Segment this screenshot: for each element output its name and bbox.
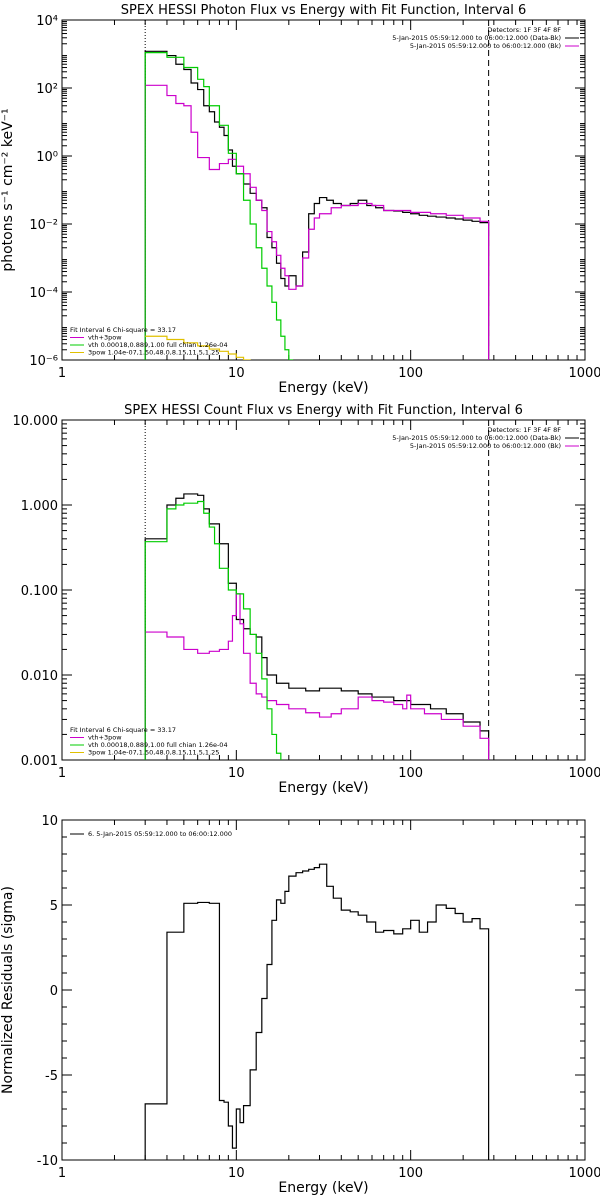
y-tick-label: 0.001 <box>21 754 58 769</box>
x-tick-label: 1000 <box>568 366 600 381</box>
plot-frame <box>61 19 586 361</box>
plot-frame <box>61 819 586 1161</box>
legend-left-text: vth 0.00018,0.889,1.00 full chian 1.26e-… <box>88 341 228 349</box>
x-tick-label: 1 <box>58 766 66 781</box>
y-tick-label: 0 <box>50 984 58 999</box>
x-tick-label: 10 <box>228 1166 245 1181</box>
chart-title: SPEX HESSI Photon Flux vs Energy with Fi… <box>121 3 527 18</box>
legend-right-text: 5-Jan-2015 05:59:12.000 to 06:00:12.000 … <box>392 34 561 42</box>
legend-left-text: Fit Interval 6 Chi-square = 33.17 <box>70 326 176 334</box>
chart-title: SPEX HESSI Count Flux vs Energy with Fit… <box>124 403 523 418</box>
legend-left-text: 6. 5-Jan-2015 05:59:12.000 to 06:00:12.0… <box>88 830 232 838</box>
series-group <box>144 863 490 1160</box>
series-line-bk <box>144 84 490 360</box>
panel-3: 1 10 100 1000 Energy (keV) -10 -5 0 5 10 Normalize… <box>0 814 600 1196</box>
legend-right-text: Detectors: 1F 3F 4F 8F <box>487 26 561 34</box>
y-tick-label: 0.010 <box>21 669 58 684</box>
panel-2: SPEX HESSI Count Flux vs Energy with Fit… <box>13 403 600 796</box>
series-line-data-bk <box>144 50 490 360</box>
series-line-data-bk <box>144 493 490 760</box>
series-line-bk <box>144 593 490 760</box>
series-line-vth <box>144 500 282 760</box>
x-axis-label: Energy (keV) <box>278 780 368 796</box>
legend-right-text: 5-Jan-2015 05:59:12.000 to 06:00:12.000 … <box>410 42 561 50</box>
x-axis-label: Energy (keV) <box>278 1180 368 1196</box>
legend-left-text: Fit Interval 6 Chi-square = 33.17 <box>70 726 176 734</box>
y-tick-label: 10.000 <box>13 414 59 429</box>
legend-right-text: 5-Jan-2015 05:59:12.000 to 06:00:12.000 … <box>392 434 561 442</box>
legend-left-text: vth+3pow <box>88 334 122 342</box>
legend-right-text: 5-Jan-2015 05:59:12.000 to 06:00:12.000 … <box>410 442 561 450</box>
series-line-vth <box>144 51 294 360</box>
x-axis-label: Energy (keV) <box>278 380 368 396</box>
legend-left-text: 3pow 1.04e-07,1.50,48.0,8.15,11.5,1.25 <box>88 349 219 357</box>
x-tick-label: 10 <box>228 366 245 381</box>
y-tick-label: 10⁻² <box>29 218 58 233</box>
legend-left-text: 3pow 1.04e-07,1.50,48.0,8.15,11.5,1.25 <box>88 749 219 757</box>
y-tick-label: 5 <box>50 899 58 914</box>
series-group <box>144 50 490 360</box>
series-line-3pow <box>145 335 251 360</box>
y-axis-label: Normalized Residuals (sigma) <box>0 886 16 1094</box>
y-tick-label: 10⁴ <box>36 14 58 29</box>
y-axis-label: photons s⁻¹ cm⁻² keV⁻¹ <box>0 108 16 271</box>
plot-frame <box>61 419 586 761</box>
x-tick-label: 1 <box>58 1166 66 1181</box>
x-tick-label: 1 <box>58 366 66 381</box>
y-tick-label: 10⁻⁴ <box>29 286 58 301</box>
x-tick-label: 1000 <box>568 1166 600 1181</box>
legend-right-text: Detectors: 1F 3F 4F 8F <box>487 426 561 434</box>
series-line-6-5-jan-2015-05-59-12-000-to-06-00-12-000 <box>144 863 490 1160</box>
y-tick-label: 1.000 <box>21 499 58 514</box>
x-tick-label: 100 <box>398 366 423 381</box>
y-tick-label: 10⁰ <box>36 150 58 165</box>
y-tick-label: -5 <box>45 1069 58 1084</box>
x-tick-label: 100 <box>398 766 423 781</box>
legend-left-text: vth+3pow <box>88 734 122 742</box>
x-tick-label: 1000 <box>568 766 600 781</box>
y-tick-label: 10 <box>41 814 58 829</box>
legend-left-text: vth 0.00018,0.889,1.00 full chian 1.26e-… <box>88 741 228 749</box>
x-tick-label: 10 <box>228 766 245 781</box>
panel-1: SPEX HESSI Photon Flux vs Energy with Fi… <box>0 3 600 396</box>
y-tick-label: 0.100 <box>21 584 58 599</box>
y-tick-label: -10 <box>37 1154 58 1169</box>
y-tick-label: 10⁻⁶ <box>29 354 58 369</box>
x-tick-label: 100 <box>398 1166 423 1181</box>
y-tick-label: 10² <box>36 82 58 97</box>
series-group <box>144 493 490 760</box>
